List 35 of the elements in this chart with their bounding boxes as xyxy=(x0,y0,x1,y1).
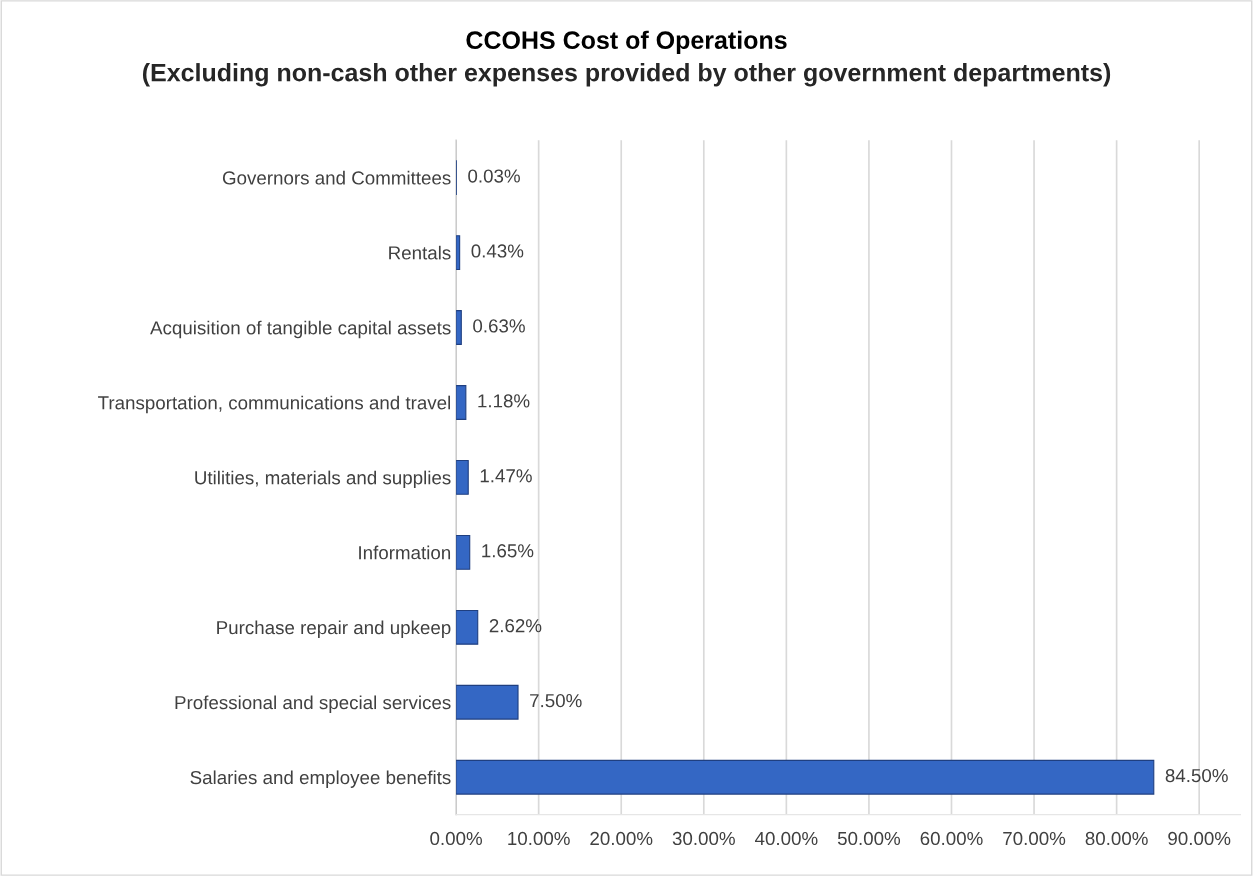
data-label: 1.18% xyxy=(478,394,530,408)
bar xyxy=(456,684,519,720)
data-label: 1.47% xyxy=(480,469,532,483)
y-tick-label: Governors and Committees xyxy=(222,170,451,185)
bar xyxy=(456,534,471,570)
x-tick-label: 70.00% xyxy=(1003,831,1066,846)
x-tick-label: 20.00% xyxy=(590,831,653,846)
y-tick-label: Information xyxy=(359,545,451,560)
data-label: 7.50% xyxy=(530,694,582,708)
x-tick-label: 80.00% xyxy=(1085,831,1148,846)
x-tick-label: 90.00% xyxy=(1168,831,1231,846)
x-tick-label: 30.00% xyxy=(672,831,735,846)
x-tick-label: 40.00% xyxy=(754,831,818,846)
data-label: 1.65% xyxy=(482,544,534,558)
y-tick-label: Professional and special services xyxy=(175,695,451,713)
bar xyxy=(456,460,469,495)
x-tick-label: 0.00% xyxy=(430,831,483,846)
data-label: 0.43% xyxy=(471,244,524,258)
chart-subtitle: (Excluding non-cash other expenses provided by other government departments) xyxy=(142,63,1111,87)
chart-title: CCOHS Cost of Operations xyxy=(466,30,787,54)
bar xyxy=(456,609,479,645)
y-tick-label: Rentals xyxy=(389,245,451,260)
y-tick-label: Transportation, communications and travel xyxy=(98,395,450,414)
x-tick-label: 50.00% xyxy=(837,831,901,846)
x-tick-label: 10.00% xyxy=(508,831,570,846)
data-label: 84.50% xyxy=(1165,768,1228,783)
y-tick-label: Utilities, materials and supplies xyxy=(195,470,451,489)
y-tick-label: Acquisition of tangible capital assets xyxy=(150,320,451,339)
x-tick-label: 60.00% xyxy=(920,831,983,846)
data-label: 2.62% xyxy=(489,619,542,633)
y-tick-label: Salaries and employee benefits xyxy=(190,770,451,788)
data-label: 0.63% xyxy=(473,319,525,333)
bar xyxy=(456,759,1155,795)
data-label: 0.03% xyxy=(468,169,520,183)
y-tick-label: Purchase repair and upkeep xyxy=(217,620,451,638)
